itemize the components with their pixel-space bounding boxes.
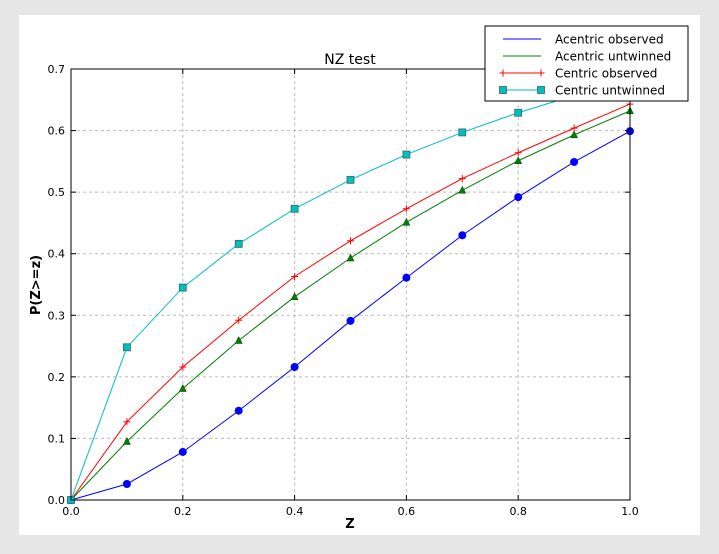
legend-label: Acentric untwinned	[555, 50, 671, 64]
data-point-circle	[346, 316, 355, 325]
data-point-triangle	[122, 436, 131, 445]
data-point-triangle	[458, 185, 467, 194]
data-point-triangle	[290, 292, 299, 301]
data-point-circle	[122, 479, 131, 488]
data-point-square	[402, 150, 411, 159]
legend-label: Centric untwinned	[555, 84, 665, 98]
x-tick-label: 0.0	[62, 505, 80, 518]
y-tick-label: 0.3	[48, 309, 66, 322]
y-tick-label: 0.7	[48, 63, 66, 76]
data-point-circle	[570, 157, 579, 166]
x-axis-label: Z	[345, 517, 354, 532]
y-tick-label: 0.6	[48, 125, 66, 138]
x-tick-label: 0.2	[174, 505, 192, 518]
legend: Acentric observed Acentric untwinned Centr…	[484, 25, 689, 102]
legend-entry: Centric observed	[499, 67, 657, 81]
data-point-plus	[235, 316, 243, 324]
data-point-triangle	[346, 253, 355, 262]
legend-label: Acentric observed	[555, 33, 664, 47]
data-point-circle	[514, 193, 523, 202]
data-point-square	[123, 343, 131, 352]
data-point-plus	[537, 69, 545, 77]
data-point-square	[346, 175, 355, 184]
x-tick-label: 1.0	[621, 505, 639, 518]
legend-entry: Acentric untwinned	[503, 50, 671, 64]
data-point-triangle	[514, 156, 523, 164]
axes-frame	[70, 68, 631, 501]
data-point-plus	[514, 149, 522, 157]
data-point-plus	[347, 237, 354, 245]
data-point-plus	[570, 124, 578, 132]
data-point-triangle	[570, 130, 579, 139]
data-point-circle	[458, 231, 467, 240]
data-point-square	[290, 204, 299, 213]
y-tick-label: 0.2	[48, 371, 66, 384]
data-point-square	[499, 86, 507, 94]
figure-background	[19, 15, 700, 535]
data-point-square	[537, 86, 545, 94]
x-tick-label: 0.4	[286, 505, 304, 518]
data-point-plus	[291, 272, 299, 280]
y-axis-label: P(Z>=z)	[29, 255, 44, 315]
data-point-plus	[402, 205, 410, 213]
data-point-triangle	[178, 383, 187, 392]
data-point-plus	[179, 363, 187, 371]
legend-entry: Acentric observed	[503, 33, 664, 47]
y-tick-label: 0.5	[48, 186, 66, 199]
data-point-triangle	[402, 217, 411, 226]
data-point-circle	[290, 363, 299, 372]
data-point-plus	[123, 418, 131, 426]
chart-title: NZ test	[324, 52, 376, 68]
data-point-square	[234, 239, 243, 248]
x-tick-label: 0.8	[509, 505, 527, 518]
data-point-square	[514, 108, 523, 117]
data-point-circle	[178, 447, 187, 456]
data-point-square	[178, 283, 187, 292]
y-tick-label: 0.0	[48, 494, 66, 507]
legend-label: Centric observed	[555, 67, 657, 81]
x-tick-label: 0.6	[398, 505, 416, 518]
y-tick-label: 0.1	[48, 432, 66, 445]
y-tick-label: 0.4	[48, 248, 66, 261]
data-point-plus	[458, 175, 466, 183]
data-point-circle	[234, 406, 243, 415]
data-point-triangle	[234, 335, 243, 344]
data-point-square	[458, 128, 467, 137]
data-point-plus	[499, 69, 507, 77]
legend-entry: Centric untwinned	[499, 84, 665, 98]
data-point-circle	[402, 273, 411, 282]
